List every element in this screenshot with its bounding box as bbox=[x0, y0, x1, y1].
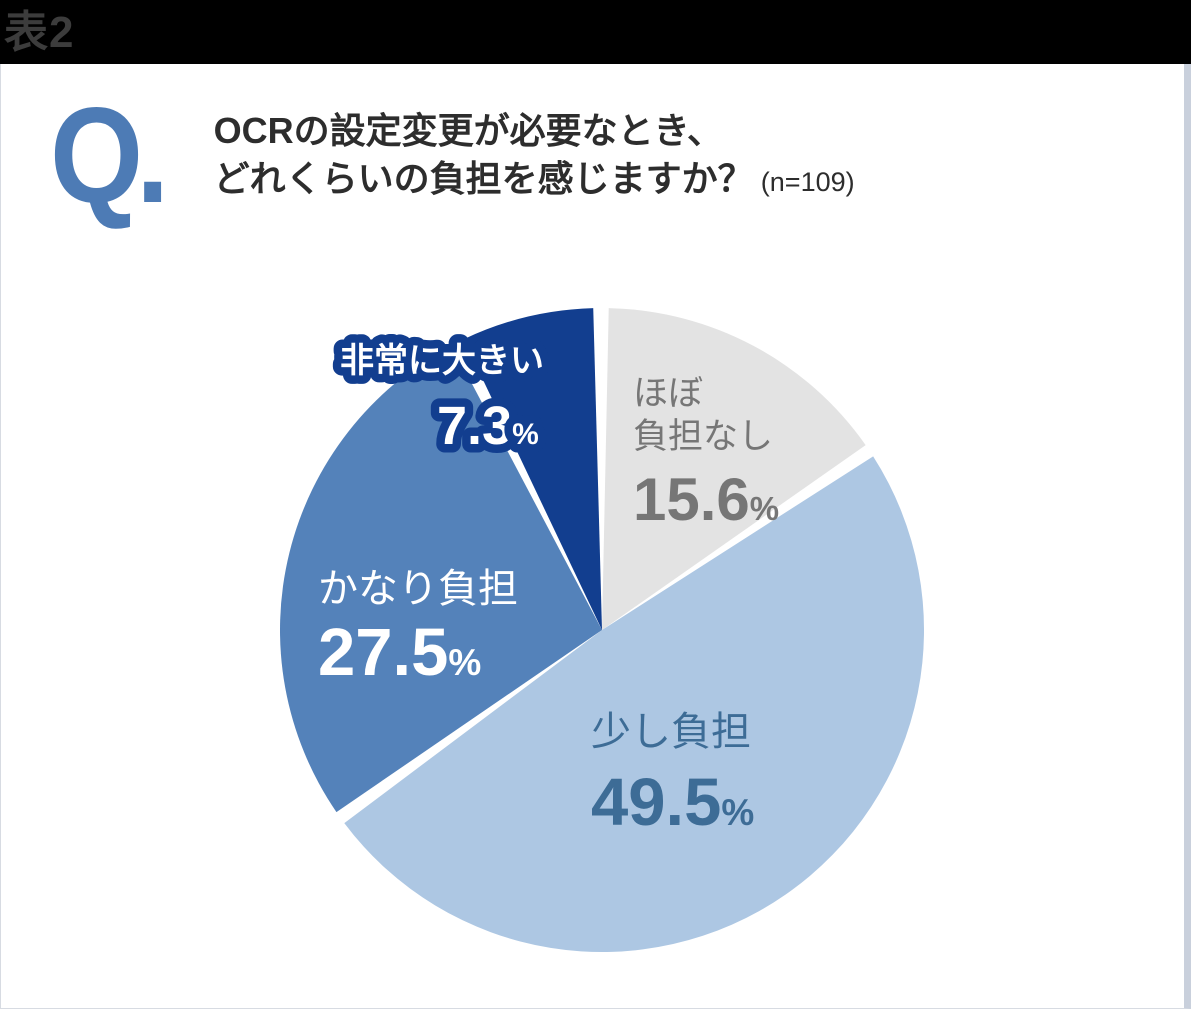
svg-text:少し負担: 少し負担 bbox=[591, 710, 751, 754]
svg-text:ほぼ: ほぼ bbox=[633, 374, 703, 413]
svg-text:非常に大きい: 非常に大きい bbox=[340, 342, 544, 380]
svg-text:負担なし: 負担なし bbox=[633, 417, 773, 456]
svg-text:かなり負担: かなり負担 bbox=[318, 567, 518, 611]
